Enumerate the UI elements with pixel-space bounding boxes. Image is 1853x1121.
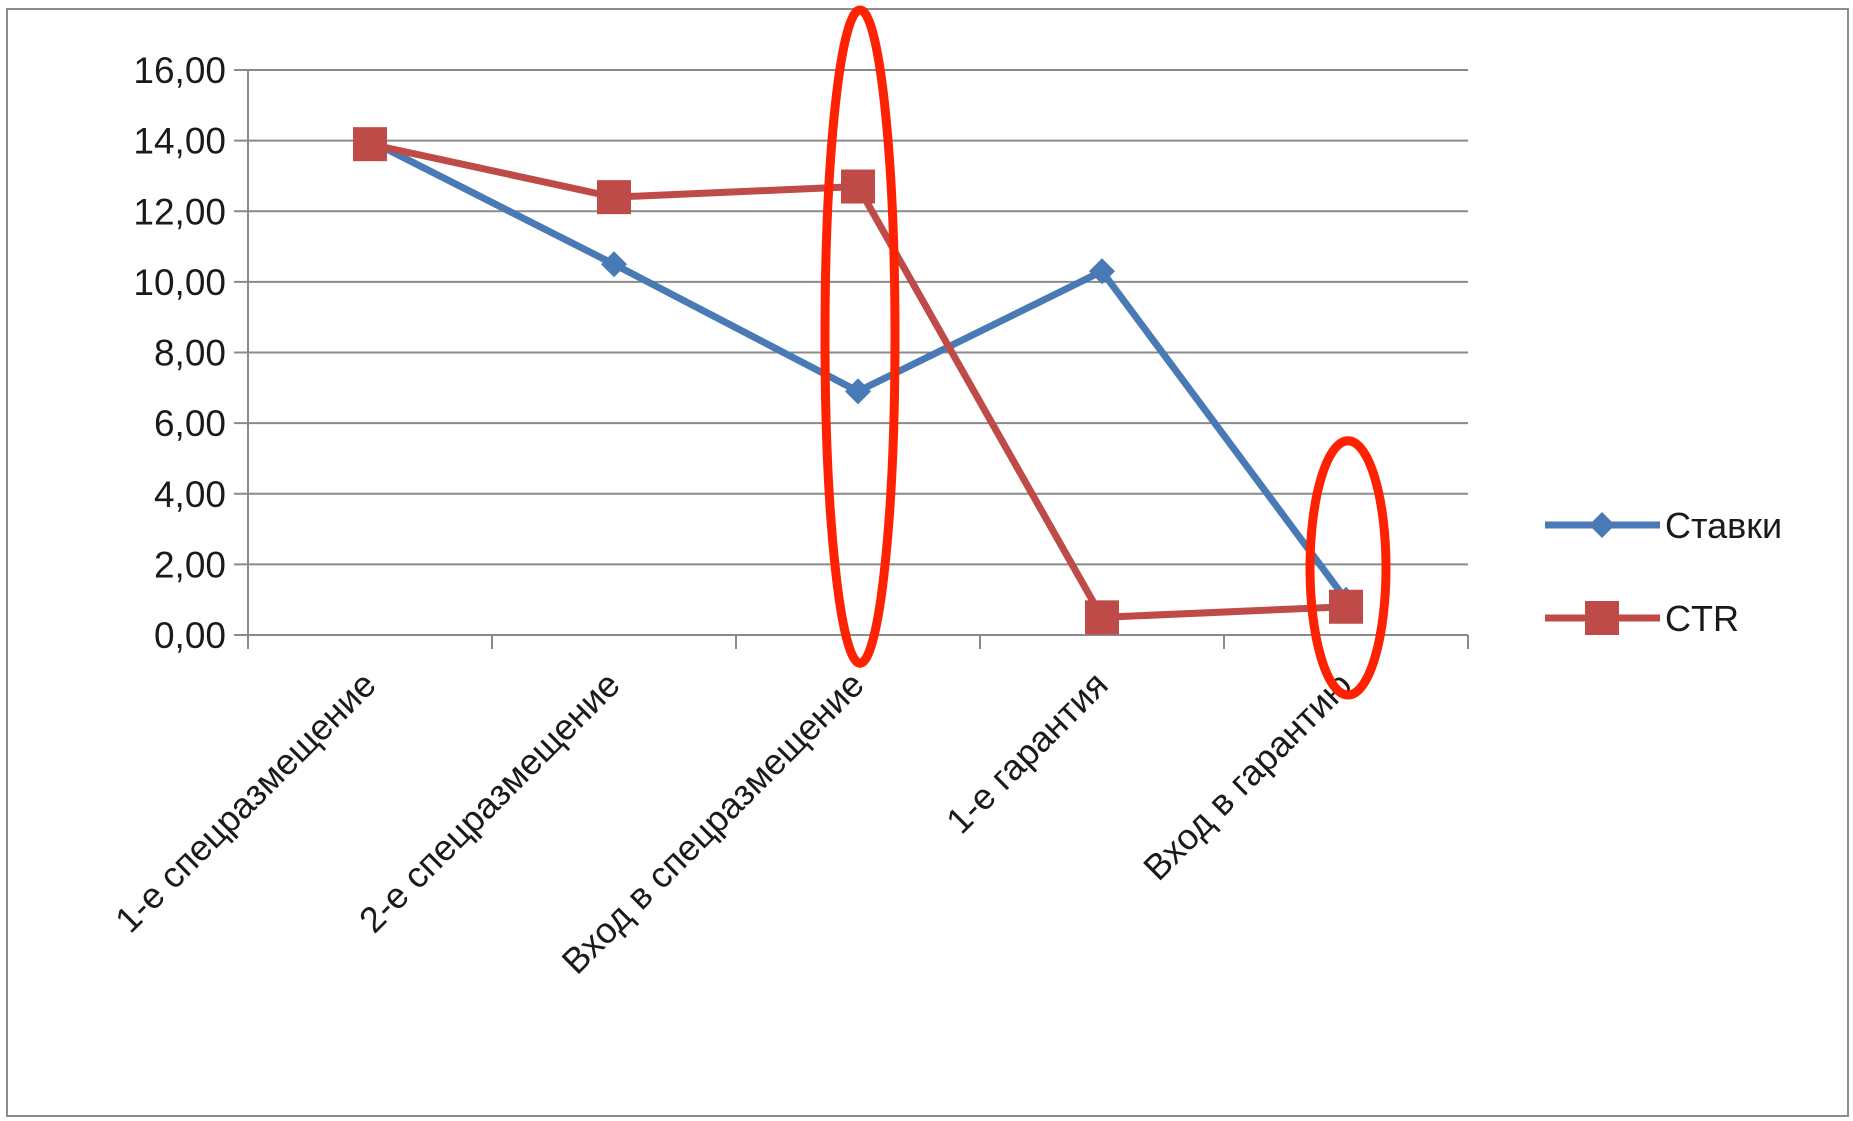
data-point-series-2 <box>597 180 631 215</box>
x-category-label: 1-е спецразмещение <box>107 664 384 941</box>
x-category-label: 1-е гарантия <box>938 664 1116 842</box>
y-tick-label: 12,00 <box>133 191 226 232</box>
legend-marker <box>1585 601 1619 635</box>
highlight-ellipse <box>820 5 900 668</box>
y-tick-label: 2,00 <box>154 544 226 585</box>
x-category-label: Вход в гарантию <box>1135 664 1359 888</box>
data-point-series-2 <box>841 169 875 204</box>
y-tick-label: 0,00 <box>154 615 226 656</box>
y-tick-label: 10,00 <box>133 262 226 303</box>
data-point-series-1 <box>601 251 627 278</box>
legend-marker <box>1589 512 1615 538</box>
y-tick-label: 8,00 <box>154 333 226 374</box>
highlight-ellipse <box>1305 436 1391 700</box>
y-tick-label: 6,00 <box>154 403 226 444</box>
y-tick-label: 14,00 <box>133 121 226 162</box>
data-point-series-2 <box>1329 589 1363 624</box>
legend-label: Ставки <box>1665 505 1782 546</box>
y-tick-label: 16,00 <box>133 50 226 91</box>
data-point-series-1 <box>1089 258 1115 285</box>
x-category-label: 2-е спецразмещение <box>351 664 628 941</box>
data-point-series-1 <box>845 378 871 405</box>
data-point-series-2 <box>353 127 387 162</box>
series-line-1 <box>368 137 1349 602</box>
legend-label: CTR <box>1665 598 1739 639</box>
chart-frame <box>6 8 1849 1117</box>
y-tick-label: 4,00 <box>154 474 226 515</box>
data-point-series-2 <box>1085 600 1119 635</box>
